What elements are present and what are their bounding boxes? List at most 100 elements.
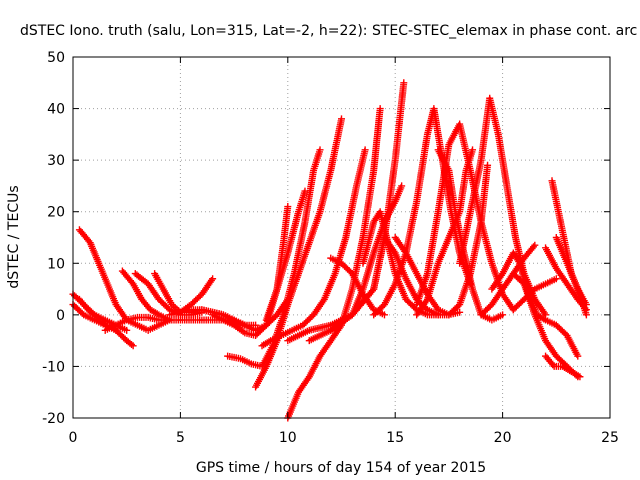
data-segment-markers: [479, 302, 494, 317]
data-segment-markers: [77, 297, 91, 312]
data-segment-markers: [285, 272, 302, 307]
data-point: [316, 146, 324, 154]
data-segment-markers: [239, 356, 253, 367]
data-segment-markers: [307, 327, 333, 344]
data-segment-markers: [136, 322, 150, 333]
data-segment-markers: [413, 132, 431, 203]
data-segment-markers: [286, 327, 311, 344]
data-point: [531, 241, 539, 249]
data-segment-markers: [436, 307, 451, 318]
data-segment-markers: [301, 168, 317, 224]
x-tick-label: 20: [494, 430, 512, 446]
data-segment-markers: [284, 210, 302, 255]
data-point: [380, 311, 388, 319]
data-segment-markers: [360, 292, 376, 312]
data-segment-markers: [575, 287, 589, 307]
data-point: [582, 311, 590, 319]
data-segment-markers: [269, 333, 283, 344]
data-segment-markers: [160, 287, 175, 307]
data-segment-markers: [243, 322, 257, 333]
data-segment-markers: [544, 276, 558, 287]
data-segment-markers: [321, 272, 338, 301]
data-segment-markers: [446, 302, 462, 317]
data-series: [258, 146, 369, 350]
data-segment-markers: [114, 328, 129, 343]
data-segment-markers: [157, 297, 172, 312]
data-points: [69, 79, 590, 422]
data-segment-markers: [521, 243, 537, 260]
data-segment-markers: [569, 369, 582, 380]
data-segment-markers: [402, 199, 420, 255]
data-segment-markers: [435, 148, 452, 173]
data-segment-markers: [82, 312, 96, 323]
data-segment-markers: [263, 287, 280, 322]
data-segment-markers: [544, 317, 558, 328]
data-segment-markers: [199, 277, 215, 296]
data-segment-markers: [317, 168, 334, 214]
data-point: [338, 115, 345, 123]
data-segment-markers: [300, 312, 316, 328]
y-tick-label: 40: [47, 102, 65, 118]
data-segment-markers: [392, 184, 405, 203]
data-segment-markers: [211, 312, 225, 323]
y-tick-label: -20: [42, 411, 65, 427]
data-segment-markers: [274, 251, 291, 291]
x-tick-label: 5: [176, 430, 185, 446]
data-point: [499, 311, 507, 319]
data-segment-markers: [535, 312, 548, 323]
data-point: [574, 352, 582, 360]
data-series: [542, 352, 584, 381]
data-segment-markers: [533, 281, 547, 292]
data-segment-markers: [381, 282, 398, 307]
data-segment-markers: [98, 318, 108, 327]
data-segment-markers: [554, 266, 570, 286]
data-segment-markers: [435, 236, 452, 265]
data-series: [509, 275, 560, 314]
data-segment-markers: [564, 261, 581, 291]
data-segment-markers: [489, 287, 505, 307]
data-segment-markers: [353, 148, 369, 188]
data-segment-markers: [543, 354, 557, 369]
data-segment-markers: [87, 241, 102, 265]
data-segment-markers: [456, 169, 470, 214]
data-segment-markers: [253, 323, 269, 338]
data-segment-markers: [71, 302, 86, 317]
y-tick-label: 20: [47, 205, 65, 221]
data-segment-markers: [120, 269, 136, 286]
x-tick-label: 0: [69, 430, 78, 446]
data-segment-markers: [339, 261, 355, 276]
data-segment-markers: [360, 220, 377, 265]
data-point: [469, 146, 477, 154]
data-segment-markers: [148, 307, 161, 318]
data-segment-markers: [511, 297, 526, 312]
x-tick-label: 25: [601, 430, 619, 446]
data-segment-markers: [503, 184, 519, 239]
data-segment-markers: [222, 312, 236, 323]
data-segment-markers: [290, 322, 305, 333]
grid: [73, 57, 610, 418]
data-point: [484, 161, 492, 169]
data-point: [376, 105, 384, 113]
data-segment-markers: [370, 236, 388, 291]
data-point: [552, 275, 560, 283]
data-segment-markers: [371, 302, 387, 317]
data-segment-markers: [489, 271, 505, 291]
axis-ticks: 0 5 10 15 20 25 -20 -10 0 10 20 30 40 50: [42, 50, 619, 446]
data-segment-markers: [469, 287, 484, 317]
data-segment-markers: [152, 272, 166, 291]
data-segment-markers: [383, 236, 399, 276]
data-segment-markers: [113, 302, 129, 322]
y-axis-label: dSTEC / TECUs: [6, 185, 22, 288]
data-segment-markers: [414, 297, 430, 317]
data-segment-markers: [548, 179, 562, 214]
data-segment-markers: [561, 364, 574, 375]
data-series: [370, 105, 474, 319]
data-segment-markers: [543, 246, 559, 271]
data-point: [301, 187, 309, 195]
x-tick-label: 15: [386, 430, 404, 446]
data-segment-markers: [106, 287, 119, 307]
data-segment-markers: [552, 362, 565, 370]
x-axis-label: GPS time / hours of day 154 of year 2015: [196, 460, 486, 476]
data-segment-markers: [124, 338, 135, 348]
data-segment-markers: [495, 132, 511, 188]
